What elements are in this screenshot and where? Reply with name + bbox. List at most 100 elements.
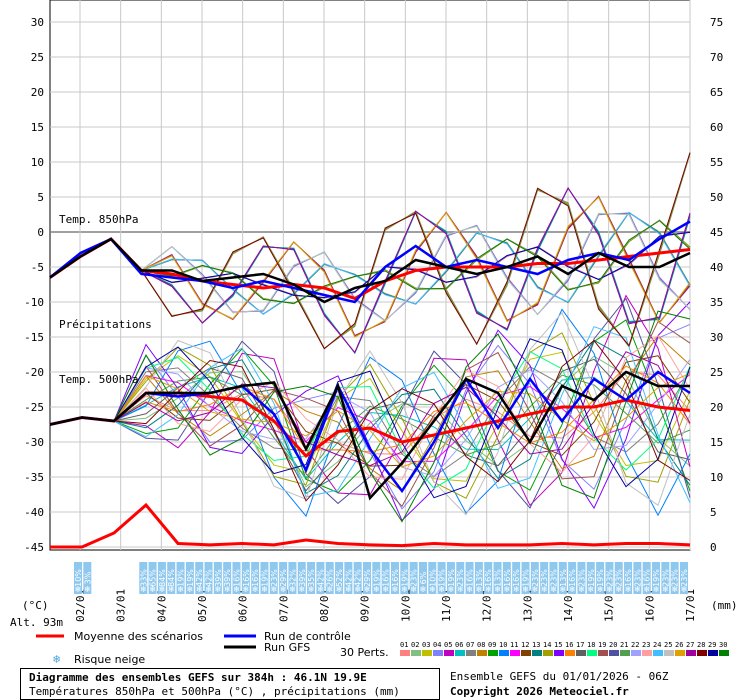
snow-risk-icon: ❄ <box>420 585 426 595</box>
y-right-tick: 75 <box>710 16 723 29</box>
pert-legend-swatch <box>642 650 652 656</box>
snow-risk-cell <box>446 562 455 594</box>
pert-legend-swatch <box>631 650 641 656</box>
pert-legend-code: 16 <box>565 641 573 649</box>
snow-risk-icon: ❄ <box>290 585 296 595</box>
snow-risk-pct: 42% <box>354 569 363 587</box>
snow-risk-icon: ❄ <box>579 585 585 595</box>
pert-legend-code: 11 <box>510 641 518 649</box>
pert-1-t500 <box>49 370 691 455</box>
snow-risk-cell <box>586 562 595 594</box>
pert-legend-code: 30 <box>719 641 727 649</box>
pert-legend-code: 08 <box>477 641 485 649</box>
snow-risk-cell <box>540 562 549 594</box>
y-right-tick: 65 <box>710 86 723 99</box>
snow-risk-cell <box>390 562 399 594</box>
snow-risk-icon: ❄ <box>597 585 603 595</box>
pert-18-t500 <box>49 351 691 489</box>
snow-risk-cell <box>428 562 437 594</box>
y-left-tick: 25 <box>31 51 44 64</box>
pert-legend-swatch <box>576 650 586 656</box>
snow-risk-cell <box>167 562 176 594</box>
pert-legend-code: 13 <box>532 641 540 649</box>
y-right-tick: 5 <box>710 506 717 519</box>
footer-title-box: Diagramme des ensembles GEFS sur 384h : … <box>20 668 440 700</box>
pert-legend: 01 02 03 04 05 06 07 08 09 10 11 12 13 14 15 16 17 18 19 20… <box>400 641 729 656</box>
snow-risk-cell <box>204 562 213 594</box>
snow-risk-cell <box>297 562 306 594</box>
snow-risk-cell <box>241 562 250 594</box>
snow-risk-pct: 84% <box>158 569 167 587</box>
snow-risk-icon: ❄ <box>551 585 557 595</box>
snow-risk-pct: 19% <box>372 569 381 587</box>
snow-risk-pct: 13% <box>475 569 484 587</box>
pert-legend-code: 25 <box>664 641 672 649</box>
snow-risk-icon: ❄ <box>196 585 202 595</box>
snow-risk-icon: ❄ <box>85 585 91 595</box>
snow-risk-pct: 42% <box>316 569 325 587</box>
snow-risk-cell <box>465 562 474 594</box>
y-right-unit: (mm) <box>711 599 738 612</box>
snow-risk-pct: 23% <box>671 569 680 587</box>
pert-legend-code: 03 <box>422 641 430 649</box>
snow-risk-icon: ❄ <box>588 585 594 595</box>
snow-risk-pct: 19% <box>438 569 447 587</box>
snow-risk-cell <box>176 562 185 594</box>
snow-risk-pct: 19% <box>447 569 456 587</box>
snow-risk-pct: 16% <box>242 569 251 587</box>
pert-legend-code: 17 <box>576 641 584 649</box>
y-right-tick: 35 <box>710 296 723 309</box>
pert-legend-swatch <box>411 650 421 656</box>
pert-legend-code: 18 <box>587 641 595 649</box>
snow-risk-cell <box>418 562 427 594</box>
snow-risk-icon: ❄ <box>262 585 268 595</box>
snow-risk-pct: 23% <box>540 569 549 587</box>
snow-risk-cell <box>484 562 493 594</box>
snow-risk-cell <box>316 562 325 594</box>
snow-risk-pct: 32% <box>288 569 297 587</box>
pert-legend-code: 14 <box>543 641 551 649</box>
snow-risk-pct: 19% <box>596 569 605 587</box>
snow-risk-pct: 42% <box>344 569 353 587</box>
copyright: Copyright 2026 Meteociel.fr <box>450 685 629 698</box>
pert-27-t850 <box>49 187 691 354</box>
snow-risk-pct: 19% <box>587 569 596 587</box>
pert-legend-swatch <box>719 650 729 656</box>
pert-legend-code: 09 <box>488 641 496 649</box>
y-right-tick: 15 <box>710 436 723 449</box>
snow-risk-cell <box>670 562 679 594</box>
pert-legend-swatch <box>466 650 476 656</box>
snow-risk-icon: ❄ <box>616 585 622 595</box>
snow-risk-icon: ❄ <box>635 585 641 595</box>
snow-risk-icon: ❄ <box>607 585 613 595</box>
snow-risk-pct: 23% <box>615 569 624 587</box>
snow-risk-icon: ❄ <box>169 585 175 595</box>
snow-risk-cell <box>344 562 353 594</box>
x-date-tick: 05/01 <box>196 589 209 622</box>
x-date-tick: 07/01 <box>277 589 290 622</box>
snow-risk-cell <box>251 562 260 594</box>
snow-risk-icon: ❄ <box>141 585 147 595</box>
series-2-t850-line <box>49 237 691 304</box>
y-axis-left-ticks: 30 25 20 15 10 5 0 -5 -10 -15 -20 -25 -30 -35 -40 -45 <box>24 16 44 554</box>
y-right-tick: 70 <box>710 51 723 64</box>
snow-risk-pct: 16% <box>391 569 400 587</box>
pert-legend-swatch <box>675 650 685 656</box>
snow-risk-icon: ❄ <box>569 585 575 595</box>
snow-risk-pct: 3% <box>83 571 92 584</box>
snow-risk-icon: ❄ <box>383 585 389 595</box>
snow-risk-icon: ❄ <box>252 585 258 595</box>
pert-legend-code: 27 <box>686 641 694 649</box>
snow-risk-cell <box>195 562 204 594</box>
legend-control-label: Run de contrôle <box>264 630 351 643</box>
y-left-tick: -40 <box>24 506 44 519</box>
snow-risk-cell <box>437 562 446 594</box>
pert-11-t500 <box>49 374 691 463</box>
footer-title: Diagramme des ensembles GEFS sur 384h : … <box>29 671 367 684</box>
y-right-tick: 40 <box>710 261 723 274</box>
snow-risk-cell <box>74 562 82 594</box>
x-date-tick: 04/01 <box>155 589 168 622</box>
snow-risk-icon: ❄ <box>644 585 650 595</box>
legend-snow-label: Risque neige <box>74 653 145 666</box>
